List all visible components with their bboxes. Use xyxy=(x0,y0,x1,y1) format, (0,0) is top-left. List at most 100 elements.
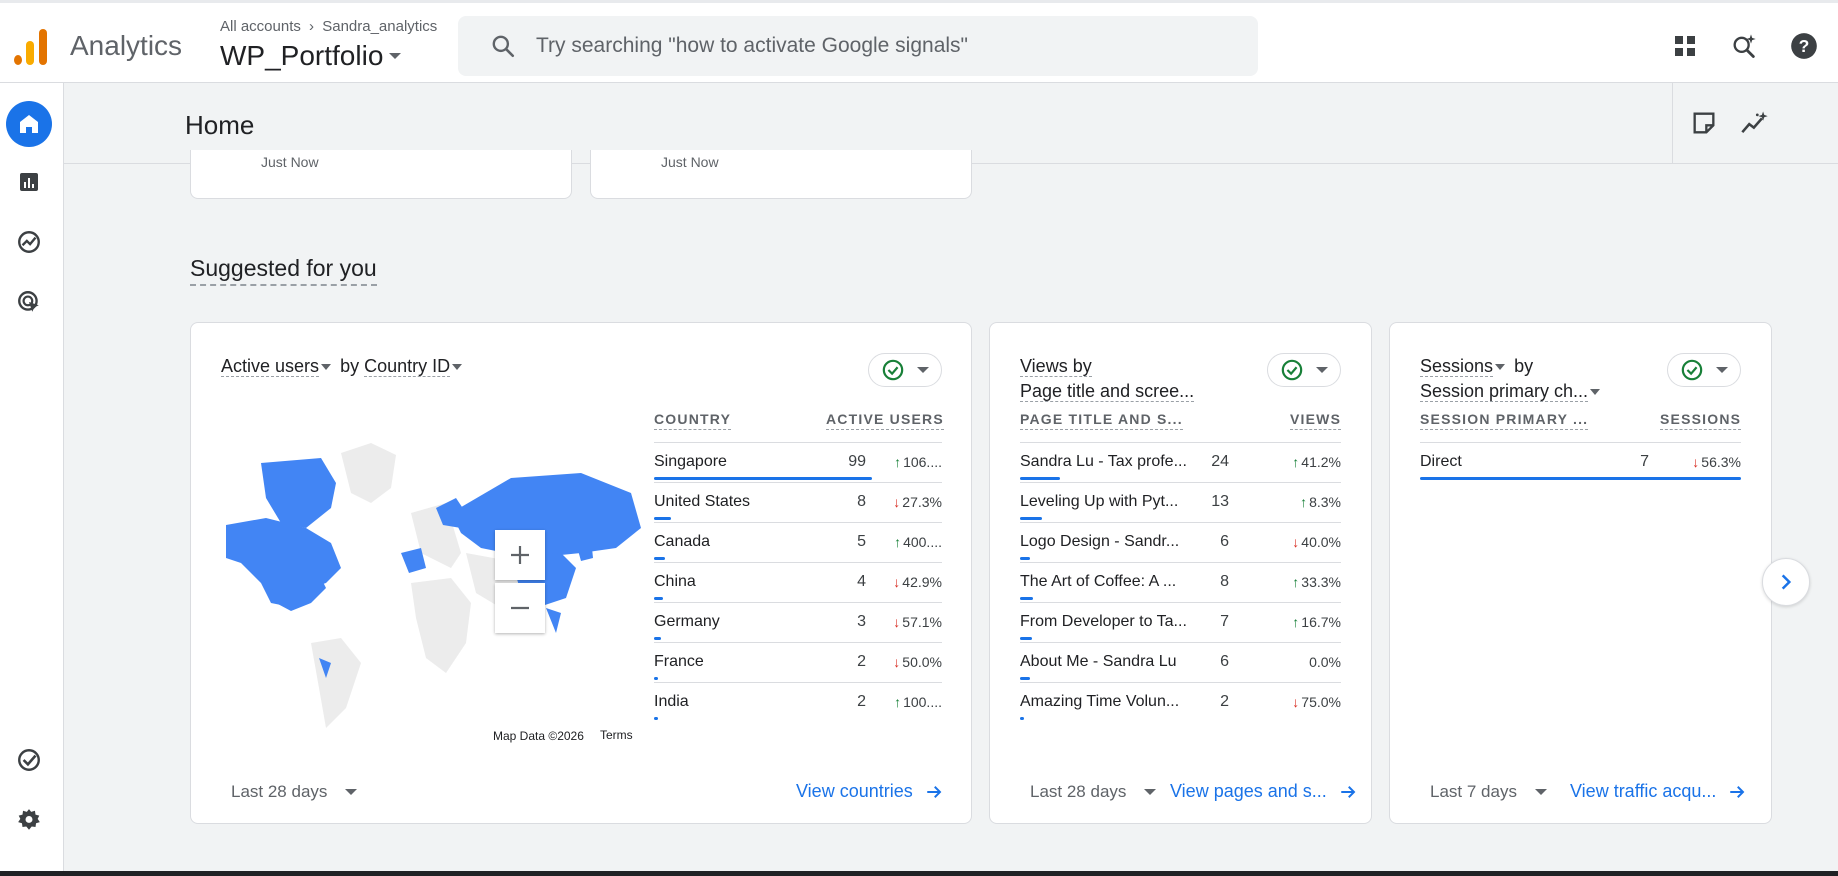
explore-icon xyxy=(18,231,40,253)
change-value: 50.0% xyxy=(902,654,942,670)
date-range-selector[interactable]: Last 7 days xyxy=(1430,782,1547,802)
pages-table: Sandra Lu - Tax profe... 24 ↑ 41.2% Leveling… xyxy=(1020,442,1341,722)
card-status-menu[interactable] xyxy=(868,353,942,387)
dimension-selector[interactable]: Country ID xyxy=(364,356,466,377)
table-row[interactable]: Canada 5 ↑ 400.... xyxy=(654,522,942,562)
row-label[interactable]: Logo Design - Sandr... xyxy=(1020,533,1180,550)
metric-selector[interactable]: Active users xyxy=(221,356,335,377)
row-label[interactable]: India xyxy=(654,693,689,710)
row-label[interactable]: About Me - Sandra Lu xyxy=(1020,653,1177,670)
table-row[interactable]: China 4 ↓ 42.9% xyxy=(654,562,942,602)
nav-admin-check[interactable] xyxy=(6,737,52,783)
dimension-selector[interactable]: Session primary ch... xyxy=(1420,381,1604,402)
row-label[interactable]: United States xyxy=(654,493,751,510)
admin-check-icon xyxy=(18,749,40,771)
help-icon[interactable]: ? xyxy=(1789,31,1819,61)
nav-settings[interactable] xyxy=(6,797,52,843)
breadcrumb[interactable]: All accounts › Sandra_analytics xyxy=(220,18,437,35)
col-header-views[interactable]: VIEWS xyxy=(1290,411,1342,430)
table-row[interactable]: United States 8 ↓ 27.3% xyxy=(654,482,942,522)
change-value: 42.9% xyxy=(902,574,942,590)
change-value: 8.3% xyxy=(1309,494,1341,510)
row-label[interactable]: From Developer to Ta... xyxy=(1020,613,1187,630)
next-cards-button[interactable] xyxy=(1762,558,1810,606)
link-label: View pages and s... xyxy=(1170,781,1327,801)
nav-home[interactable] xyxy=(6,101,52,147)
nav-advertising[interactable] xyxy=(6,279,52,325)
date-range-selector[interactable]: Last 28 days xyxy=(1030,782,1157,802)
nav-reports[interactable] xyxy=(6,159,52,205)
check-circle-icon xyxy=(882,359,903,381)
row-share-bar xyxy=(1020,717,1024,720)
analytics-logo[interactable] xyxy=(12,27,48,65)
row-label[interactable]: The Art of Coffee: A ... xyxy=(1020,573,1177,590)
arrow-down-icon: ↓ xyxy=(893,614,901,630)
dimension-selector[interactable]: Page title and scree... xyxy=(1020,381,1195,402)
date-range-selector[interactable]: Last 28 days xyxy=(231,782,358,802)
breadcrumb-root[interactable]: All accounts xyxy=(220,18,301,35)
table-row[interactable]: India 2 ↑ 100.... xyxy=(654,682,942,722)
property-name[interactable]: WP_Portfolio xyxy=(220,40,384,71)
col-header-session-channel[interactable]: SESSION PRIMARY ... xyxy=(1420,411,1589,430)
date-range-label: Last 28 days xyxy=(1030,782,1127,801)
date-range-label: Last 7 days xyxy=(1430,782,1517,801)
zoom-in-button[interactable] xyxy=(495,530,545,580)
world-map[interactable] xyxy=(221,433,641,733)
apps-grid-icon[interactable] xyxy=(1670,31,1700,61)
metric-selector[interactable]: Views by xyxy=(1020,356,1092,377)
card-status-menu[interactable] xyxy=(1267,353,1341,387)
view-pages-link[interactable]: View pages and s... xyxy=(1170,781,1357,802)
row-label[interactable]: Sandra Lu - Tax profe... xyxy=(1020,453,1187,470)
row-label[interactable]: Singapore xyxy=(654,453,727,470)
table-row[interactable]: Sandra Lu - Tax profe... 24 ↑ 41.2% xyxy=(1020,442,1341,482)
row-label[interactable]: China xyxy=(654,573,696,590)
table-row[interactable]: The Art of Coffee: A ... 8 ↑ 33.3% xyxy=(1020,562,1341,602)
view-countries-link[interactable]: View countries xyxy=(796,781,943,802)
table-row[interactable]: Singapore 99 ↑ 106.... xyxy=(654,442,942,482)
row-label[interactable]: Germany xyxy=(654,613,720,630)
zoom-out-button[interactable] xyxy=(495,583,545,633)
table-row[interactable]: France 2 ↓ 50.0% xyxy=(654,642,942,682)
row-label[interactable]: France xyxy=(654,653,704,670)
change-value: 57.1% xyxy=(902,614,942,630)
search-input[interactable] xyxy=(536,34,1236,58)
row-change: ↑ 8.3% xyxy=(1300,494,1341,510)
col-header-country[interactable]: COUNTRY xyxy=(654,411,732,430)
by-label: by xyxy=(340,356,360,376)
left-nav xyxy=(0,83,64,876)
search-insights-icon[interactable] xyxy=(1729,31,1759,61)
breadcrumb-account[interactable]: Sandra_analytics xyxy=(322,18,438,35)
row-label[interactable]: Amazing Time Volun... xyxy=(1020,693,1180,710)
col-header-active-users[interactable]: ACTIVE USERS xyxy=(826,411,944,430)
sessions-table: Direct 7 ↓ 56.3% xyxy=(1420,442,1741,482)
card-status-menu[interactable] xyxy=(1667,353,1741,387)
col-header-sessions[interactable]: SESSIONS xyxy=(1660,411,1742,430)
col-header-page-title[interactable]: PAGE TITLE AND S... xyxy=(1020,411,1183,430)
row-label[interactable]: Leveling Up with Pyt... xyxy=(1020,493,1179,510)
property-selector[interactable]: WP_Portfolio xyxy=(220,40,402,72)
metric-selector[interactable]: Sessions xyxy=(1420,356,1509,377)
change-value: 16.7% xyxy=(1301,614,1341,630)
row-label[interactable]: Direct xyxy=(1420,453,1462,470)
row-label[interactable]: Canada xyxy=(654,533,711,550)
table-row[interactable]: About Me - Sandra Lu 6 0.0% xyxy=(1020,642,1341,682)
nav-explore[interactable] xyxy=(6,219,52,265)
insights-icon[interactable] xyxy=(1740,109,1768,137)
map-terms-link[interactable]: Terms xyxy=(600,728,633,742)
notes-icon[interactable] xyxy=(1690,109,1718,137)
table-row[interactable]: Leveling Up with Pyt... 13 ↑ 8.3% xyxy=(1020,482,1341,522)
row-value: 6 xyxy=(1220,653,1229,670)
row-share-bar xyxy=(654,597,663,600)
table-row[interactable]: Germany 3 ↓ 57.1% xyxy=(654,602,942,642)
view-traffic-link[interactable]: View traffic acqu... xyxy=(1570,781,1746,802)
search-bar[interactable] xyxy=(458,16,1258,76)
link-label: View countries xyxy=(796,781,913,801)
table-row[interactable]: Logo Design - Sandr... 6 ↓ 40.0% xyxy=(1020,522,1341,562)
table-row[interactable]: From Developer to Ta... 7 ↑ 16.7% xyxy=(1020,602,1341,642)
chevron-right-icon: › xyxy=(309,18,315,35)
table-row[interactable]: Direct 7 ↓ 56.3% xyxy=(1420,442,1741,482)
row-share-bar xyxy=(1020,517,1042,520)
row-change: 0.0% xyxy=(1309,654,1341,670)
arrow-down-icon: ↓ xyxy=(1692,454,1700,470)
table-row[interactable]: Amazing Time Volun... 2 ↓ 75.0% xyxy=(1020,682,1341,722)
